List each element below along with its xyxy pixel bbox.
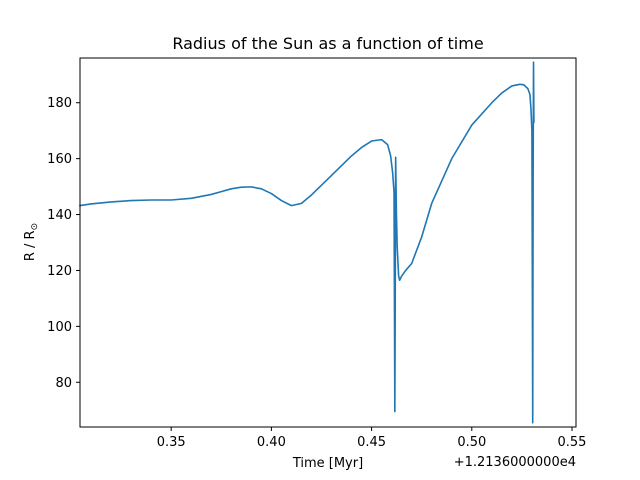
y-tick-label: 180 [47,96,72,111]
y-axis-label: R / R⊙ [23,223,40,261]
x-tick-label: 0.35 [157,435,186,450]
x-tick-label: 0.55 [558,435,587,450]
ticks: 0.35 0.40 0.45 0.50 0.55 80 100 120 140 160 180 [47,96,586,450]
chart-title: Radius of the Sun as a function of time [172,34,483,53]
y-tick-label: 80 [55,376,72,391]
y-axis-label-sub: ⊙ [30,223,40,231]
series [79,61,535,424]
x-offset-label: +1.2136000000e4 [454,455,576,470]
y-tick-label: 120 [47,264,72,279]
axes-frame [79,57,577,428]
x-tick-label: 0.45 [357,435,386,450]
y-tick-label: 100 [47,320,72,335]
y-tick-label: 160 [47,152,72,167]
x-axis-label: Time [Myr] [292,456,363,471]
y-tick-label: 140 [47,208,72,223]
y-axis-label-main: R / R [23,230,38,261]
series-line [79,61,535,424]
x-tick-label: 0.40 [257,435,286,450]
x-tick-label: 0.50 [457,435,486,450]
